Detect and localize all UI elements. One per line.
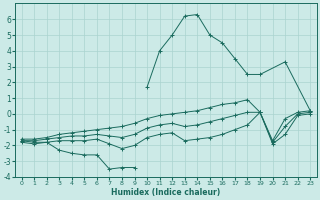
X-axis label: Humidex (Indice chaleur): Humidex (Indice chaleur) bbox=[111, 188, 220, 197]
